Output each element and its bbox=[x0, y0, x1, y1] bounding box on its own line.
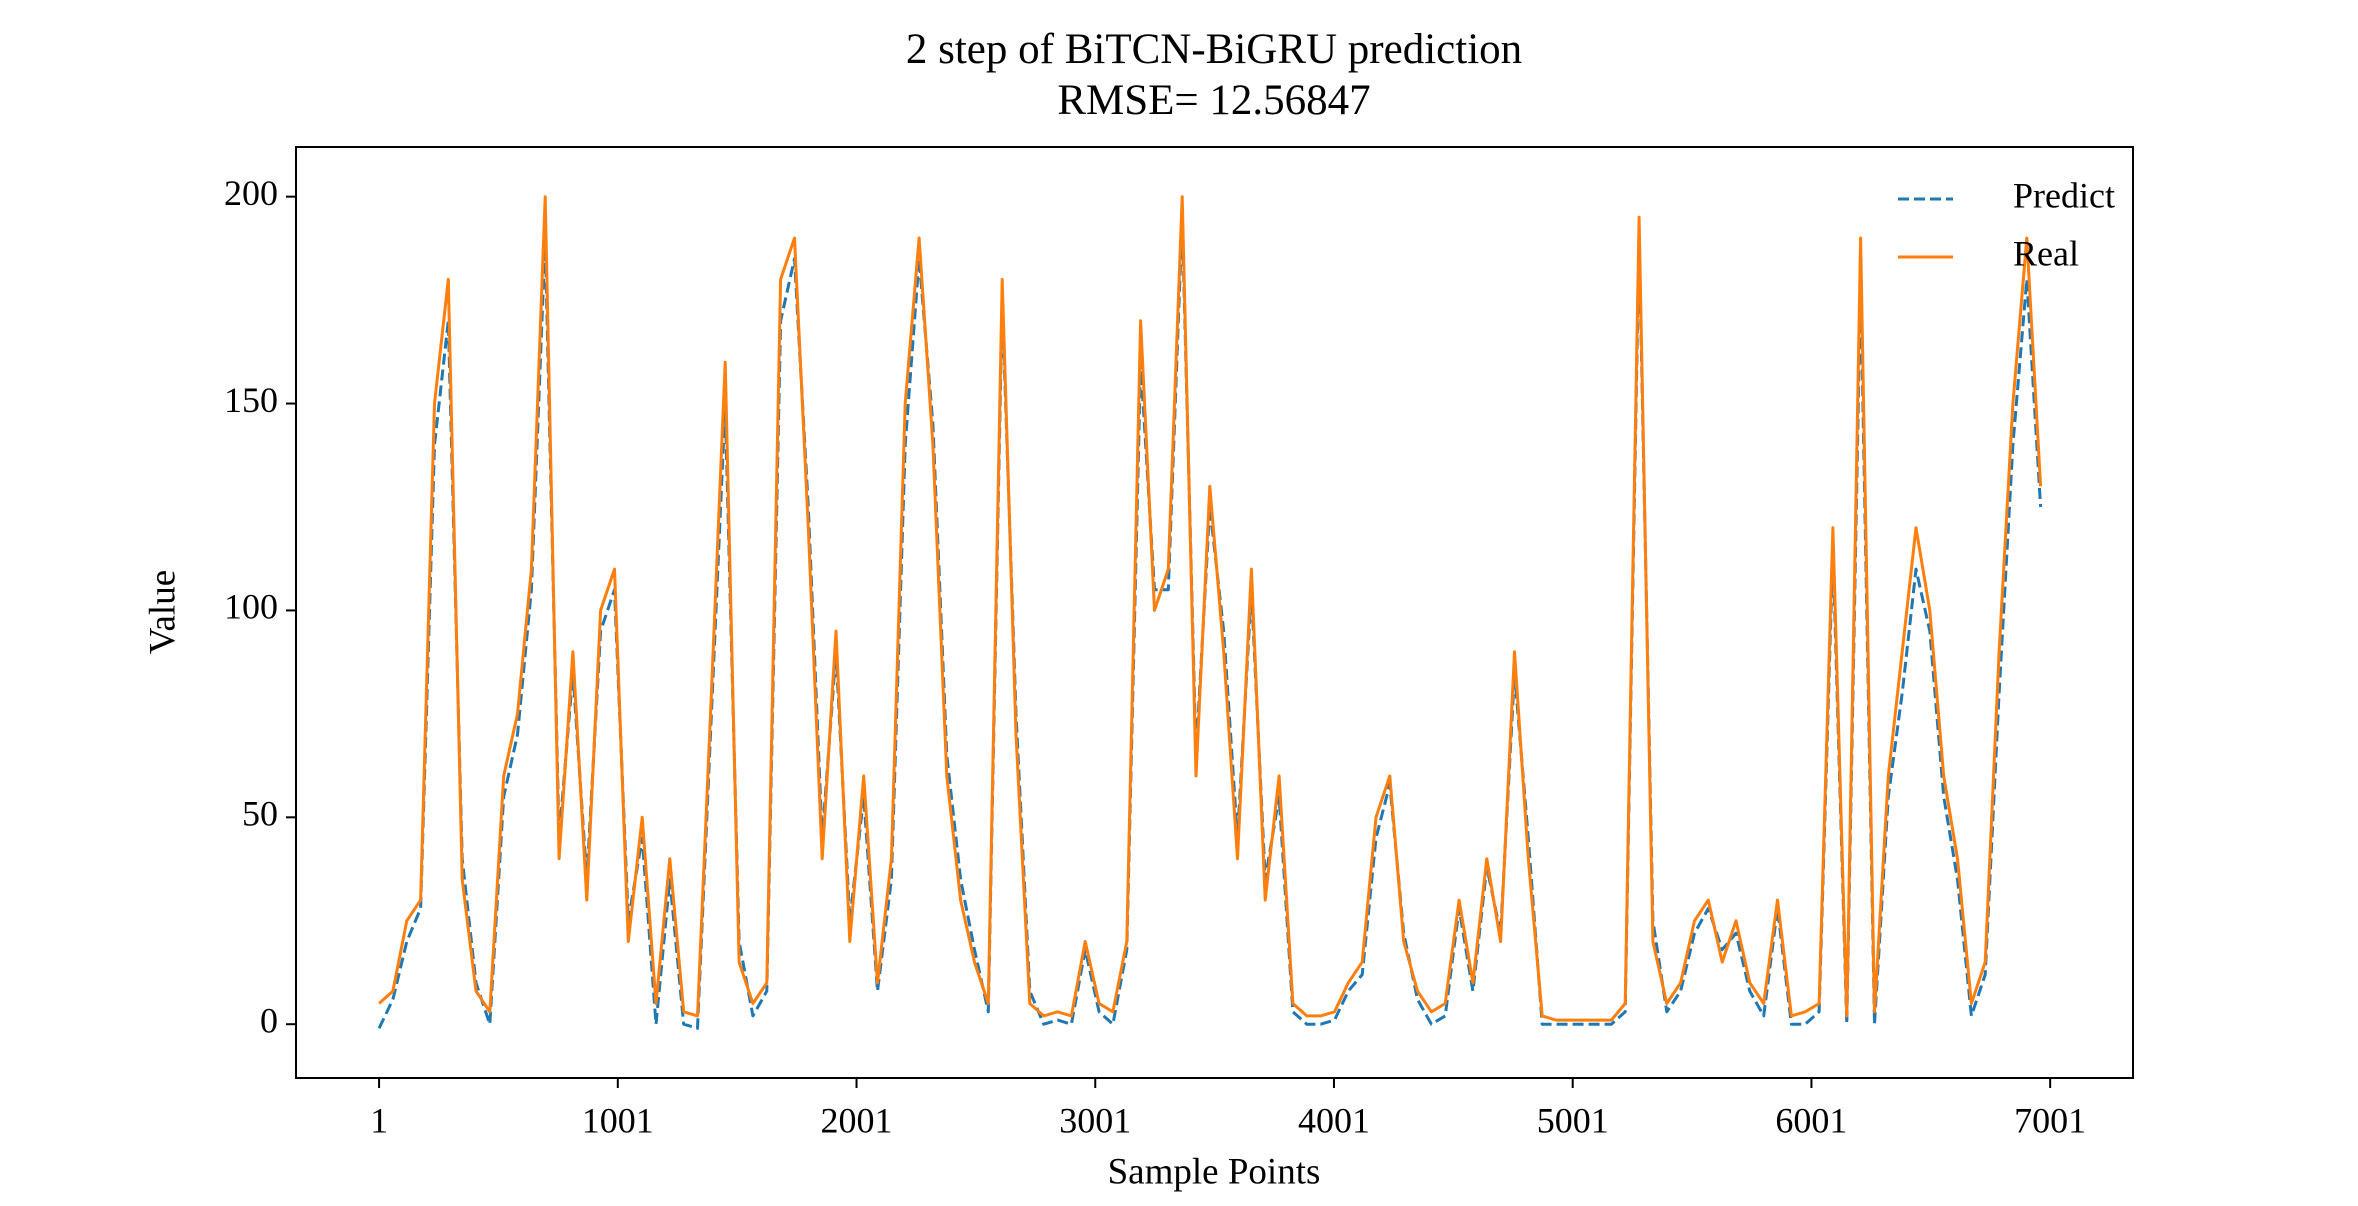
x-tick-label: 1001 bbox=[582, 1100, 654, 1140]
plot-frame bbox=[295, 146, 2134, 1079]
y-tick-label: 50 bbox=[242, 794, 278, 834]
legend-label: Real bbox=[2013, 233, 2079, 273]
legend-label: Predict bbox=[2013, 175, 2115, 215]
x-tick-label: 3001 bbox=[1059, 1100, 1131, 1140]
y-tick-label: 100 bbox=[224, 587, 278, 627]
y-axis-label: Value bbox=[142, 570, 183, 654]
y-tick-label: 0 bbox=[260, 1000, 278, 1040]
chart-title: 2 step of BiTCN-BiGRU prediction bbox=[906, 26, 1522, 73]
series-line bbox=[377, 215, 2043, 1030]
x-tick-label: 4001 bbox=[1298, 1100, 1370, 1140]
x-tick-label: 2001 bbox=[821, 1100, 893, 1140]
chart-subtitle: RMSE= 12.56847 bbox=[1057, 77, 1370, 124]
x-tick-label: 7001 bbox=[2014, 1100, 2086, 1140]
x-axis-label: Sample Points bbox=[1108, 1151, 1321, 1192]
x-tick-label: 5001 bbox=[1537, 1100, 1609, 1140]
y-tick-label: 200 bbox=[224, 173, 278, 213]
x-tick-label: 6001 bbox=[1775, 1100, 1847, 1140]
x-tick-label: 1 bbox=[370, 1100, 388, 1140]
y-tick-label: 150 bbox=[224, 380, 278, 420]
series-line bbox=[378, 195, 2043, 1022]
